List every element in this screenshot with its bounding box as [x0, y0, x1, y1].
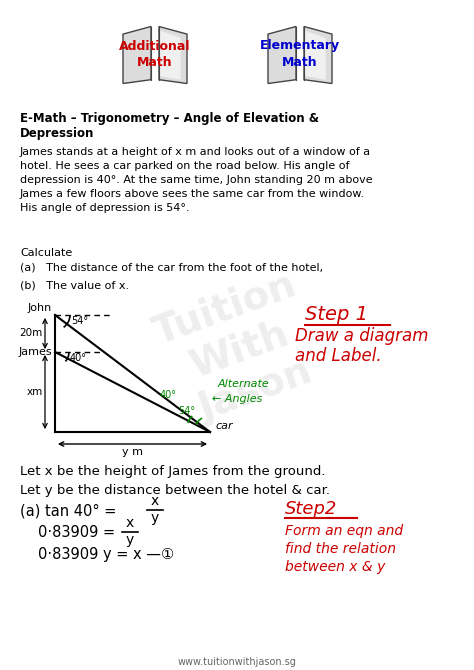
Polygon shape: [268, 27, 296, 84]
Polygon shape: [159, 27, 187, 84]
Text: (a) tan 40° =: (a) tan 40° =: [20, 503, 117, 518]
Text: y m: y m: [122, 447, 143, 457]
Text: Calculate: Calculate: [20, 248, 72, 258]
Polygon shape: [304, 30, 326, 80]
Text: www.tuitionwithjason.sg: www.tuitionwithjason.sg: [178, 657, 296, 667]
Text: 40°: 40°: [160, 390, 177, 400]
Text: (a)   The distance of the car from the foot of the hotel,: (a) The distance of the car from the foo…: [20, 263, 323, 273]
Polygon shape: [123, 27, 151, 84]
Text: Additional: Additional: [119, 40, 191, 52]
Text: x: x: [151, 494, 159, 508]
Text: 54°: 54°: [71, 316, 88, 326]
Text: car: car: [215, 421, 233, 431]
Text: Elementary: Elementary: [260, 40, 340, 52]
Text: Form an eqn and: Form an eqn and: [285, 524, 403, 538]
Text: 20m: 20m: [20, 328, 43, 338]
Text: Let x be the height of James from the ground.: Let x be the height of James from the gr…: [20, 465, 326, 478]
Text: Let y be the distance between the hotel & car.: Let y be the distance between the hotel …: [20, 484, 330, 497]
Text: 0·83909 =: 0·83909 =: [38, 525, 115, 540]
Text: John: John: [28, 303, 52, 313]
Text: ← Angles: ← Angles: [212, 394, 263, 404]
Text: xm: xm: [27, 387, 43, 397]
Text: James: James: [18, 347, 52, 357]
Text: depression is 40°. At the same time, John standing 20 m above: depression is 40°. At the same time, Joh…: [20, 175, 373, 185]
Text: James a few floors above sees the same car from the window.: James a few floors above sees the same c…: [20, 189, 365, 199]
Text: x: x: [126, 516, 134, 530]
Text: Math: Math: [282, 56, 318, 70]
Text: (b)   The value of x.: (b) The value of x.: [20, 280, 129, 290]
Text: Alternate: Alternate: [218, 379, 270, 389]
Text: Draw a diagram: Draw a diagram: [295, 327, 428, 345]
Text: Step2: Step2: [285, 500, 337, 518]
Text: hotel. He sees a car parked on the road below. His angle of: hotel. He sees a car parked on the road …: [20, 161, 349, 171]
Text: y: y: [126, 533, 134, 547]
Text: James stands at a height of x m and looks out of a window of a: James stands at a height of x m and look…: [20, 147, 371, 157]
Text: Tuition
With
Jason: Tuition With Jason: [148, 265, 332, 435]
Text: Math: Math: [137, 56, 173, 70]
Polygon shape: [304, 27, 332, 84]
Polygon shape: [159, 30, 181, 80]
Text: His angle of depression is 54°.: His angle of depression is 54°.: [20, 203, 190, 213]
Text: y: y: [151, 511, 159, 525]
Text: find the relation: find the relation: [285, 542, 396, 556]
Text: 54°: 54°: [178, 406, 195, 416]
Text: between x & y: between x & y: [285, 560, 385, 574]
Text: and Label.: and Label.: [295, 347, 382, 365]
Text: 40°: 40°: [70, 353, 87, 363]
Text: E-Math – Trigonometry – Angle of Elevation &
Depression: E-Math – Trigonometry – Angle of Elevati…: [20, 112, 319, 140]
Text: Step 1: Step 1: [305, 305, 368, 324]
Text: 0·83909 y = x —①: 0·83909 y = x —①: [38, 547, 174, 562]
